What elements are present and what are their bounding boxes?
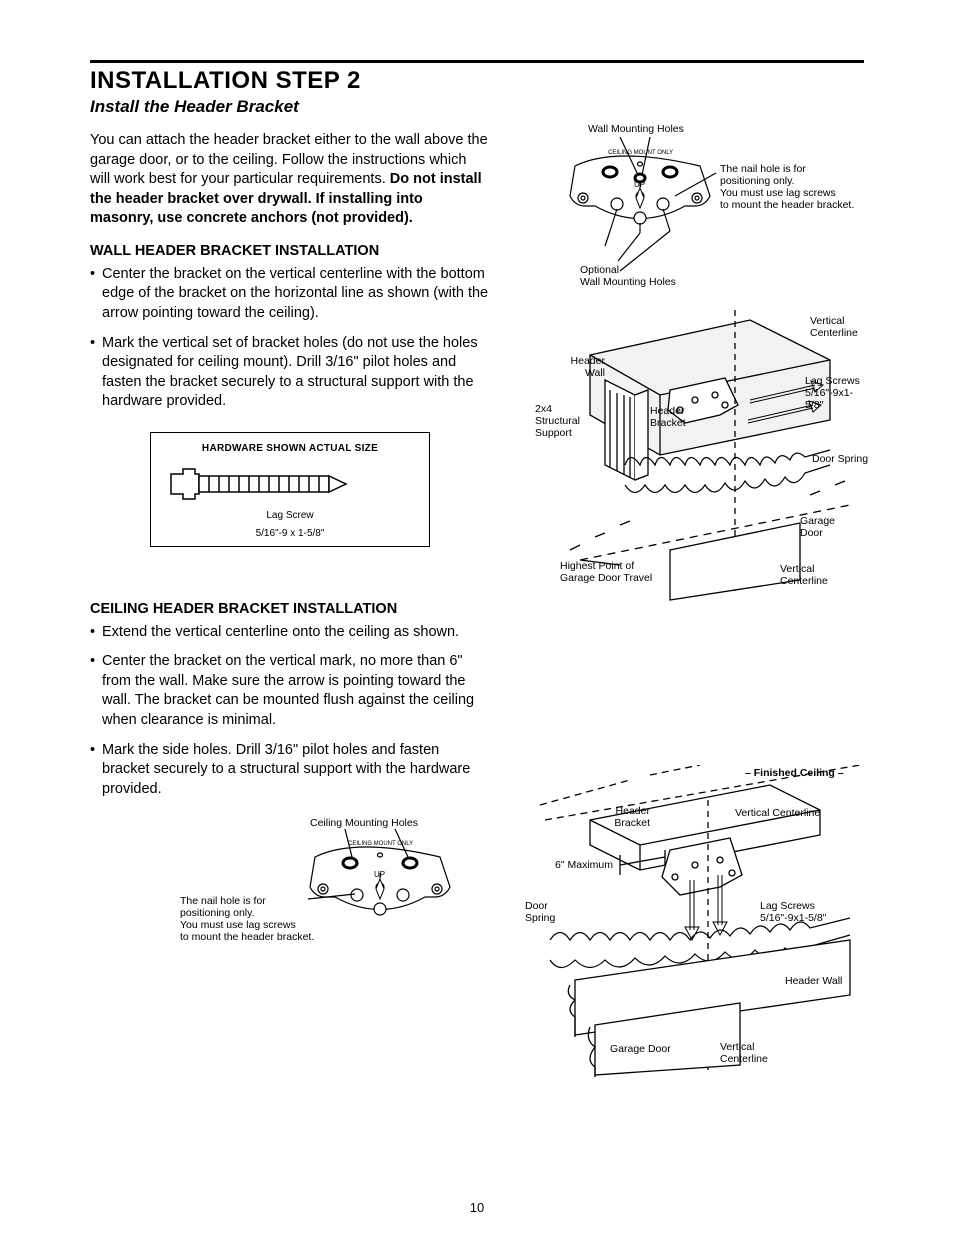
- d1-up-label: UP: [634, 180, 645, 189]
- d2-vc: VerticalCenterline: [810, 315, 858, 339]
- ceiling-install-heading: CEILING HEADER BRACKET INSTALLATION: [90, 601, 490, 617]
- d3-nail-d: to mount the header bracket.: [180, 931, 314, 943]
- d4-max: 6" Maximum: [555, 859, 613, 871]
- d4-gd: Garage Door: [610, 1043, 671, 1055]
- ceiling-bracket-diagram: Ceiling Mounting Holes: [180, 817, 490, 967]
- d2-vc2: VerticalCenterline: [780, 563, 828, 587]
- d3-up-label: UP: [374, 870, 385, 879]
- d4-ls: Lag Screws5/16"-9x1-5/8": [760, 900, 826, 924]
- intro-paragraph: You can attach the header bracket either…: [90, 131, 490, 229]
- ceiling-mount-scene: – Finished Ceiling – HeaderBracket Verti…: [520, 765, 870, 1085]
- d1-opt-b: Wall Mounting Holes: [580, 276, 676, 288]
- d2-hp: Highest Point ofGarage Door Travel: [560, 560, 652, 584]
- d1-ceil-only-label: CEILING MOUNT ONLY: [608, 150, 673, 157]
- d4-ds: DoorSpring: [525, 900, 555, 924]
- hardware-box: HARDWARE SHOWN ACTUAL SIZE: [150, 432, 430, 547]
- step-subtitle: Install the Header Bracket: [90, 97, 864, 117]
- wall-install-list: Center the bracket on the vertical cente…: [90, 265, 490, 412]
- d4-vc: Vertical Centerline: [735, 807, 820, 819]
- left-column: You can attach the header bracket either…: [90, 131, 490, 1085]
- d4-vcl: VerticalCenterline: [720, 1041, 768, 1065]
- d2-hb: HeaderBracket: [650, 405, 686, 429]
- hardware-title: HARDWARE SHOWN ACTUAL SIZE: [161, 443, 419, 454]
- right-column: Wall Mounting Holes: [520, 131, 870, 1085]
- wall-bracket-diagram: Wall Mounting Holes: [520, 131, 860, 311]
- d2-ls: Lag Screws5/16"-9x1-5/8": [805, 375, 870, 411]
- wall-mount-scene: VerticalCenterline HeaderWall Lag Screws…: [520, 305, 870, 615]
- d1-nail-d: to mount the header bracket.: [720, 199, 854, 211]
- d4-fc: – Finished Ceiling –: [745, 767, 844, 779]
- step-title: INSTALLATION STEP 2: [90, 67, 864, 95]
- d4-hw: Header Wall: [785, 975, 842, 987]
- hardware-label-b: 5/16"-9 x 1-5/8": [161, 528, 419, 540]
- d1-opt-a: Optional: [580, 264, 619, 276]
- page-number: 10: [0, 1200, 954, 1215]
- d3-ceil-only-label: CEILING MOUNT ONLY: [348, 841, 413, 848]
- hardware-label-a: Lag Screw: [161, 510, 419, 522]
- ceiling-bullet-1: Extend the vertical centerline onto the …: [90, 623, 490, 643]
- d4-hb: HeaderBracket: [600, 805, 650, 829]
- wall-bullet-2: Mark the vertical set of bracket holes (…: [90, 334, 490, 412]
- ceiling-bullet-3: Mark the side holes. Drill 3/16" pilot h…: [90, 741, 490, 800]
- d1-nail-c: You must use lag screws: [720, 187, 836, 199]
- ceiling-install-list: Extend the vertical centerline onto the …: [90, 623, 490, 800]
- d3-nail-b: positioning only.: [180, 907, 255, 919]
- wall-bullet-1: Center the bracket on the vertical cente…: [90, 265, 490, 324]
- d3-nail-a: The nail hole is for: [180, 895, 266, 907]
- d2-sup: 2x4StructuralSupport: [535, 403, 580, 439]
- wall-install-heading: WALL HEADER BRACKET INSTALLATION: [90, 243, 490, 259]
- d1-nail-a: The nail hole is for: [720, 163, 806, 175]
- d1-nail-b: positioning only.: [720, 175, 795, 187]
- d2-gd: GarageDoor: [800, 515, 835, 539]
- d2-ds: Door Spring: [812, 453, 868, 465]
- d2-hw: HeaderWall: [550, 355, 605, 379]
- title-rule: [90, 60, 864, 63]
- d3-nail-c: You must use lag screws: [180, 919, 296, 931]
- lag-screw-illustration: [161, 464, 361, 504]
- ceiling-bullet-2: Center the bracket on the vertical mark,…: [90, 652, 490, 730]
